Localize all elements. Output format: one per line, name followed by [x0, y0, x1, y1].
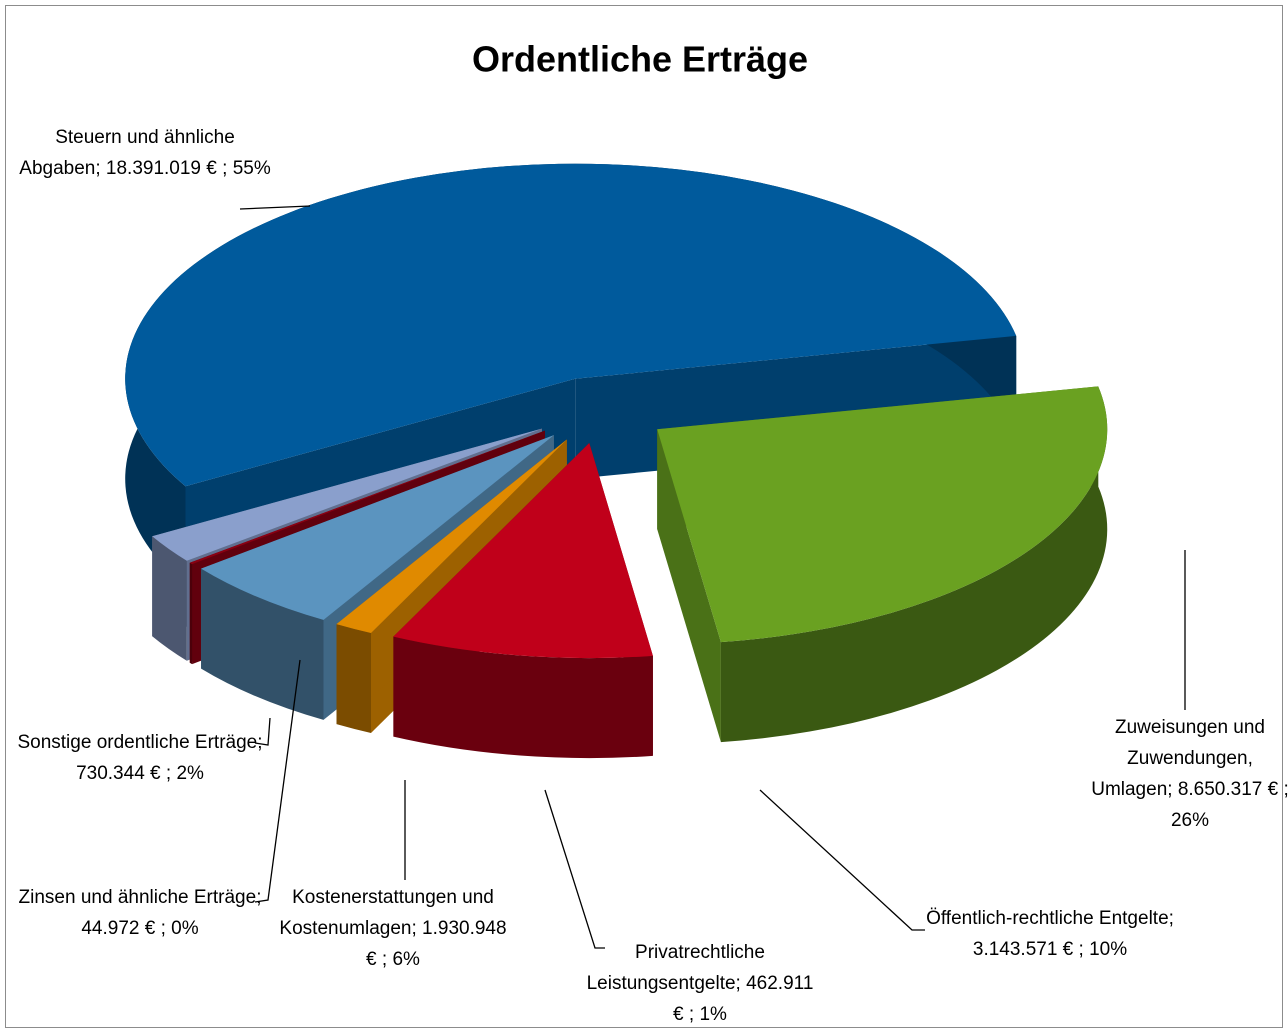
data-label: Sonstige ordentliche Erträge; 730.344 € … — [10, 727, 270, 789]
slice-wall — [657, 429, 721, 743]
label-category: Steuern und ähnliche Abgaben — [19, 127, 235, 179]
label-separator: ; — [688, 1004, 695, 1025]
label-category: Sonstige ordentliche Erträge — [17, 732, 258, 753]
label-percent: 26% — [1170, 810, 1210, 831]
label-category: Privatrechtliche Leistungsentgelte — [586, 942, 765, 994]
data-label: Zinsen und ähnliche Erträge; 44.972 € ; … — [10, 882, 270, 944]
label-percent: 6% — [392, 949, 420, 970]
label-category: Öffentlich-rechtliche Entgelte — [926, 908, 1169, 929]
label-separator: ; — [222, 158, 228, 179]
slice-side — [720, 386, 1108, 743]
chart-title: Ordentliche Erträge — [472, 39, 808, 80]
slice — [201, 435, 554, 620]
label-value: 462.911 € — [673, 973, 814, 1025]
label-separator: ; — [381, 949, 388, 970]
label-separator: ; — [165, 763, 172, 784]
label-separator: ; — [160, 918, 166, 939]
label-separator: ; — [411, 918, 417, 939]
label-value: 8.650.317 € — [1177, 779, 1279, 800]
label-separator: ; — [1283, 779, 1288, 800]
slice-side — [336, 624, 371, 733]
label-percent: 55% — [232, 158, 271, 179]
label-value: 44.972 € — [81, 918, 156, 939]
label-category: Zinsen und ähnliche Erträge — [18, 887, 257, 908]
label-percent: 2% — [176, 763, 204, 784]
slice — [657, 386, 1108, 643]
slice — [393, 443, 653, 659]
data-label: Kostenerstattungen und Kostenumlagen; 1.… — [273, 882, 513, 975]
slice — [125, 163, 1017, 487]
label-separator: ; — [256, 887, 262, 908]
pie — [125, 163, 1108, 759]
data-label: Zuweisungen und Zuwendungen, Umlagen; 8.… — [1090, 712, 1288, 836]
label-value: 1.930.948 € — [366, 918, 507, 970]
label-separator: ; — [1078, 939, 1084, 960]
slice — [189, 430, 545, 565]
leader-line — [544, 789, 605, 949]
data-label: Privatrechtliche Leistungsentgelte; 462.… — [580, 937, 820, 1030]
leader-line — [254, 659, 301, 903]
data-label: Steuern und ähnliche Abgaben; 18.391.019… — [15, 122, 275, 184]
label-separator: ; — [1168, 908, 1174, 929]
label-value: 3.143.571 € — [972, 939, 1074, 960]
leader-line — [239, 205, 311, 210]
label-category: Zuweisungen und Zuwendungen, Umlagen — [1091, 717, 1265, 800]
label-category: Kostenerstattungen und Kostenumlagen — [279, 887, 494, 939]
label-separator: ; — [1167, 779, 1173, 800]
label-percent: 10% — [1089, 939, 1128, 960]
slice-side — [189, 562, 193, 665]
label-value: 730.344 € — [76, 763, 161, 784]
label-separator: ; — [95, 158, 101, 179]
label-percent: 1% — [699, 1004, 727, 1025]
label-separator: ; — [257, 732, 263, 753]
leader-line — [254, 717, 271, 746]
label-separator: ; — [735, 973, 741, 994]
label-value: 18.391.019 € — [105, 158, 217, 179]
slice-side — [393, 636, 653, 759]
slice-side — [201, 568, 324, 720]
label-percent: 0% — [171, 918, 199, 939]
leader-line — [759, 789, 925, 931]
data-label: Öffentlich-rechtliche Entgelte; 3.143.57… — [920, 903, 1180, 965]
slice-side — [152, 536, 187, 661]
slice — [336, 439, 567, 633]
slice — [152, 428, 542, 561]
